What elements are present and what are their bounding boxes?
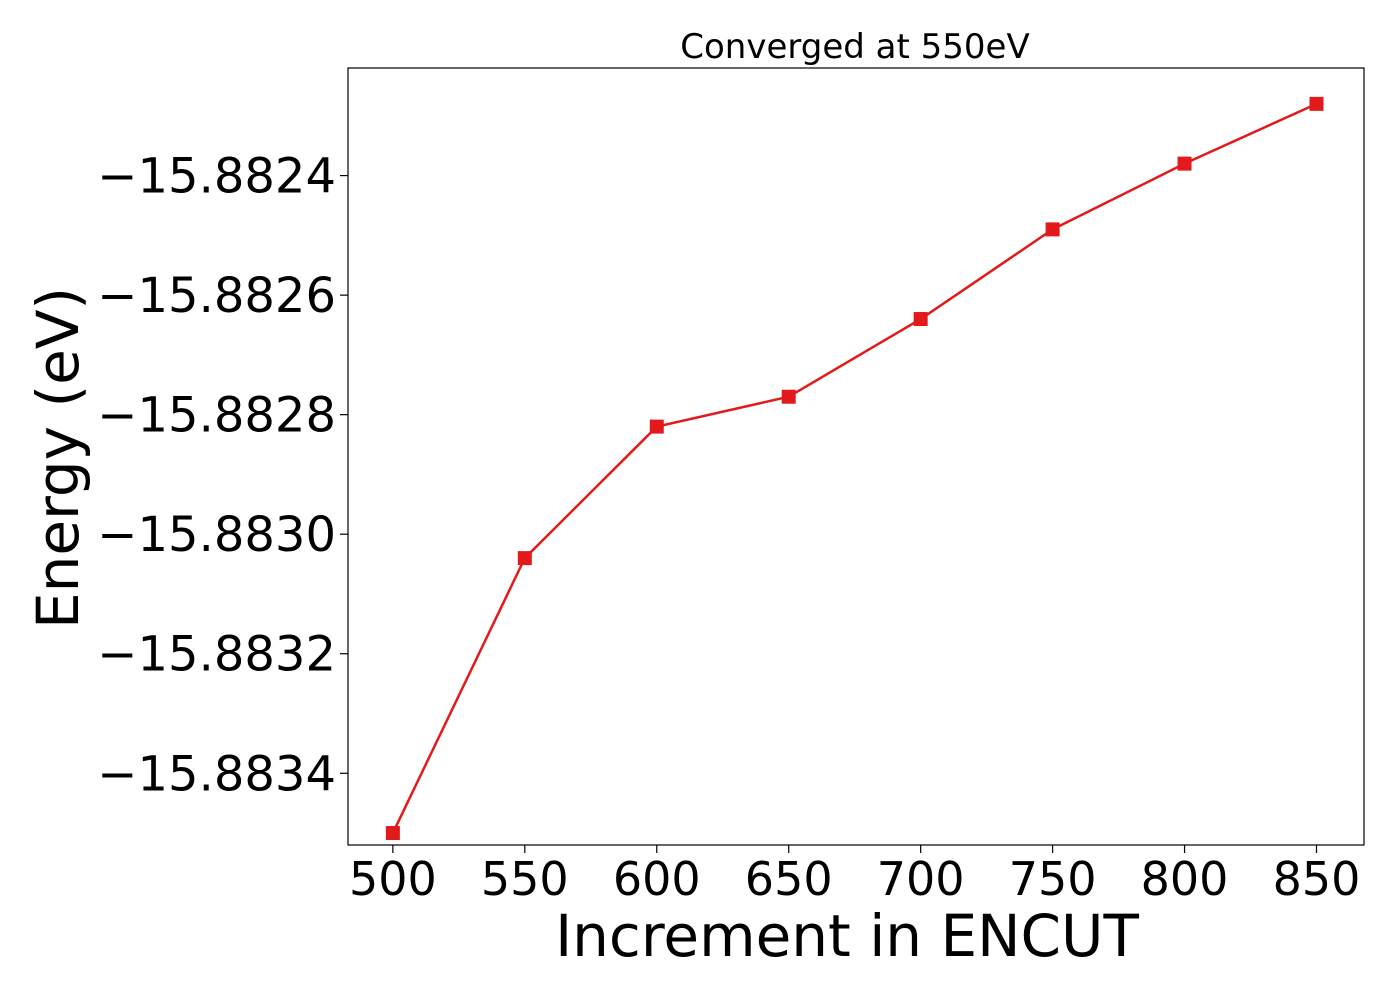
y-tick-label: −15.8832 bbox=[97, 627, 336, 683]
x-tick-label: 800 bbox=[1141, 852, 1229, 906]
x-tick-label: 500 bbox=[349, 852, 437, 906]
data-point bbox=[1177, 156, 1192, 171]
y-tick-label: −15.8830 bbox=[97, 507, 336, 563]
y-tick-label: −15.8826 bbox=[97, 268, 336, 324]
x-tick-label: 700 bbox=[877, 852, 965, 906]
x-axis-title: Increment in ENCUT bbox=[555, 902, 1139, 970]
y-tick-label: −15.8824 bbox=[97, 149, 336, 205]
data-point bbox=[781, 389, 796, 404]
plot-area bbox=[347, 67, 1365, 846]
data-point bbox=[1309, 96, 1324, 111]
series-layer bbox=[385, 96, 1324, 841]
x-tick-label: 600 bbox=[613, 852, 701, 906]
data-point bbox=[385, 826, 400, 841]
data-point bbox=[913, 312, 928, 327]
y-axis: −15.8834 −15.8832 −15.8830 −15.8828 −15.8826… bbox=[97, 149, 348, 802]
chart-title: Converged at 550eV bbox=[680, 27, 1029, 67]
y-axis-title: Energy (eV) bbox=[24, 287, 92, 629]
y-tick-label: −15.8834 bbox=[97, 746, 336, 802]
data-point bbox=[1045, 222, 1060, 237]
x-tick-label: 850 bbox=[1273, 852, 1361, 906]
x-tick-label: 750 bbox=[1009, 852, 1097, 906]
data-point bbox=[649, 419, 664, 434]
data-point bbox=[517, 551, 532, 566]
x-tick-label: 650 bbox=[745, 852, 833, 906]
x-tick-label: 550 bbox=[481, 852, 569, 906]
series-line bbox=[391, 102, 1318, 834]
y-tick-label: −15.8828 bbox=[97, 388, 336, 444]
x-axis: 500 550 600 650 700 750 800 850 bbox=[349, 845, 1360, 906]
